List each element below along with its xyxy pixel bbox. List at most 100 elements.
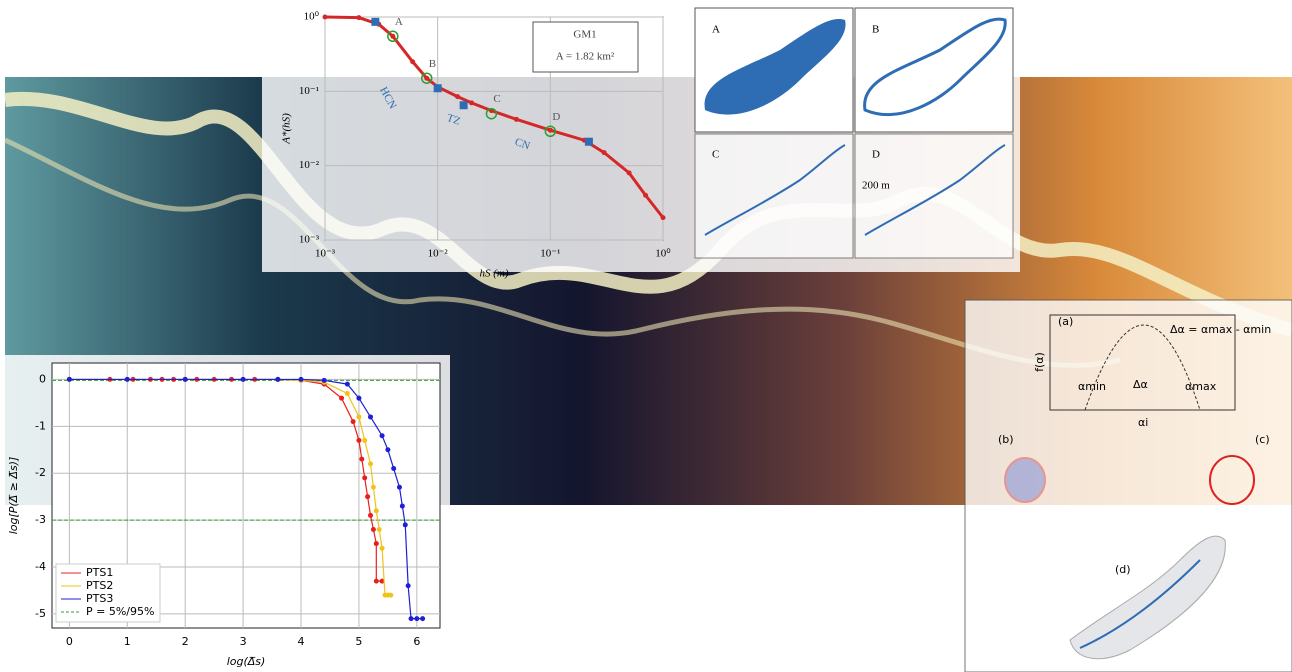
marker	[434, 84, 442, 92]
x-axis-label: hS (m)	[479, 268, 508, 280]
marker	[374, 541, 379, 546]
marker	[345, 391, 350, 396]
x-tick-label: 3	[240, 635, 247, 648]
scale-label: 200 m	[862, 180, 890, 192]
marker	[374, 508, 379, 513]
x-tick-label: 10⁻²	[428, 248, 449, 260]
marker	[356, 396, 361, 401]
y-tick-label: 10⁻¹	[299, 85, 319, 97]
x-label: αi	[1138, 416, 1148, 429]
marker	[409, 616, 414, 621]
marker	[397, 485, 402, 490]
marker	[643, 193, 648, 198]
marker	[627, 170, 632, 175]
x-tick-label: 1	[124, 635, 131, 648]
marker	[403, 522, 408, 527]
x-tick-label: 6	[413, 635, 420, 648]
x-tick-label: 5	[355, 635, 362, 648]
x-tick-label: 10⁻¹	[540, 248, 560, 260]
map-label: A	[712, 24, 720, 36]
marker	[514, 117, 519, 122]
marker	[362, 475, 367, 480]
marker	[380, 433, 385, 438]
marker	[390, 34, 395, 39]
marker	[661, 215, 666, 220]
marker	[377, 527, 382, 532]
marker	[275, 377, 280, 382]
marker	[374, 579, 379, 584]
marker	[385, 447, 390, 452]
marker	[469, 100, 474, 105]
marker	[406, 583, 411, 588]
marker	[602, 150, 607, 155]
marker	[371, 527, 376, 532]
marker	[356, 15, 361, 20]
marker	[380, 546, 385, 551]
marker	[241, 377, 246, 382]
marker	[345, 382, 350, 387]
marker	[400, 504, 405, 509]
marker	[356, 414, 361, 419]
marker	[323, 15, 328, 20]
marker	[455, 94, 460, 99]
marker	[371, 485, 376, 490]
y-tick-label: 10⁻²	[299, 159, 320, 171]
marker	[368, 414, 373, 419]
marker	[368, 461, 373, 466]
map-label: C	[712, 149, 719, 161]
marker	[368, 513, 373, 518]
marker	[388, 593, 393, 598]
y-tick-label: -2	[35, 466, 46, 479]
y-tick-label: -5	[35, 607, 46, 620]
legend-label: P = 5%/95%	[86, 605, 154, 618]
label: (d)	[1115, 563, 1131, 576]
y-tick-label: 10⁰	[304, 11, 320, 23]
marker	[585, 138, 593, 146]
point-label: B	[429, 58, 436, 70]
marker	[299, 377, 304, 382]
point-label: D	[552, 111, 560, 123]
marker	[183, 377, 188, 382]
marker	[414, 616, 419, 621]
inset-text: GM1	[573, 29, 596, 41]
y-axis-label: log[P(Δ̅ ≥ Δ̅s)]	[7, 457, 20, 535]
marker	[359, 457, 364, 462]
x-tick-label: 10⁻³	[315, 248, 336, 260]
label: Δα	[1133, 378, 1148, 391]
x-tick-label: 4	[298, 635, 305, 648]
y-tick-label: -4	[35, 560, 46, 573]
x-tick-label: 10⁰	[655, 248, 671, 260]
marker	[322, 378, 327, 383]
label: αmax	[1185, 380, 1217, 393]
marker	[351, 419, 356, 424]
label: (b)	[998, 433, 1014, 446]
legend-label: PTS1	[86, 566, 113, 579]
y-tick-label: -3	[35, 513, 46, 526]
marker	[424, 76, 429, 81]
marker	[371, 18, 379, 26]
marker	[356, 438, 361, 443]
label: αmin	[1078, 380, 1106, 393]
legend-label: PTS3	[86, 592, 113, 605]
marker	[391, 466, 396, 471]
marker	[339, 396, 344, 401]
y-tick-label: 0	[39, 372, 46, 385]
formula: Δα = αmax - αmin	[1170, 323, 1271, 336]
y-label: f(α)	[1033, 352, 1046, 372]
point-label: A	[395, 16, 403, 28]
point-label: C	[493, 93, 500, 105]
marker	[420, 616, 425, 621]
x-axis-label: log(Δ̅s)	[227, 655, 266, 668]
marker	[67, 377, 72, 382]
y-tick-label: 10⁻³	[299, 234, 320, 246]
x-tick-label: 2	[182, 635, 189, 648]
x-tick-label: 0	[66, 635, 73, 648]
map-label: D	[872, 149, 880, 161]
marker	[125, 377, 130, 382]
y-tick-label: -1	[35, 419, 46, 432]
marker	[410, 59, 415, 64]
marker	[460, 101, 468, 109]
inset-text: A = 1.82 km²	[556, 51, 615, 63]
legend-label: PTS2	[86, 579, 113, 592]
marker	[365, 494, 370, 499]
